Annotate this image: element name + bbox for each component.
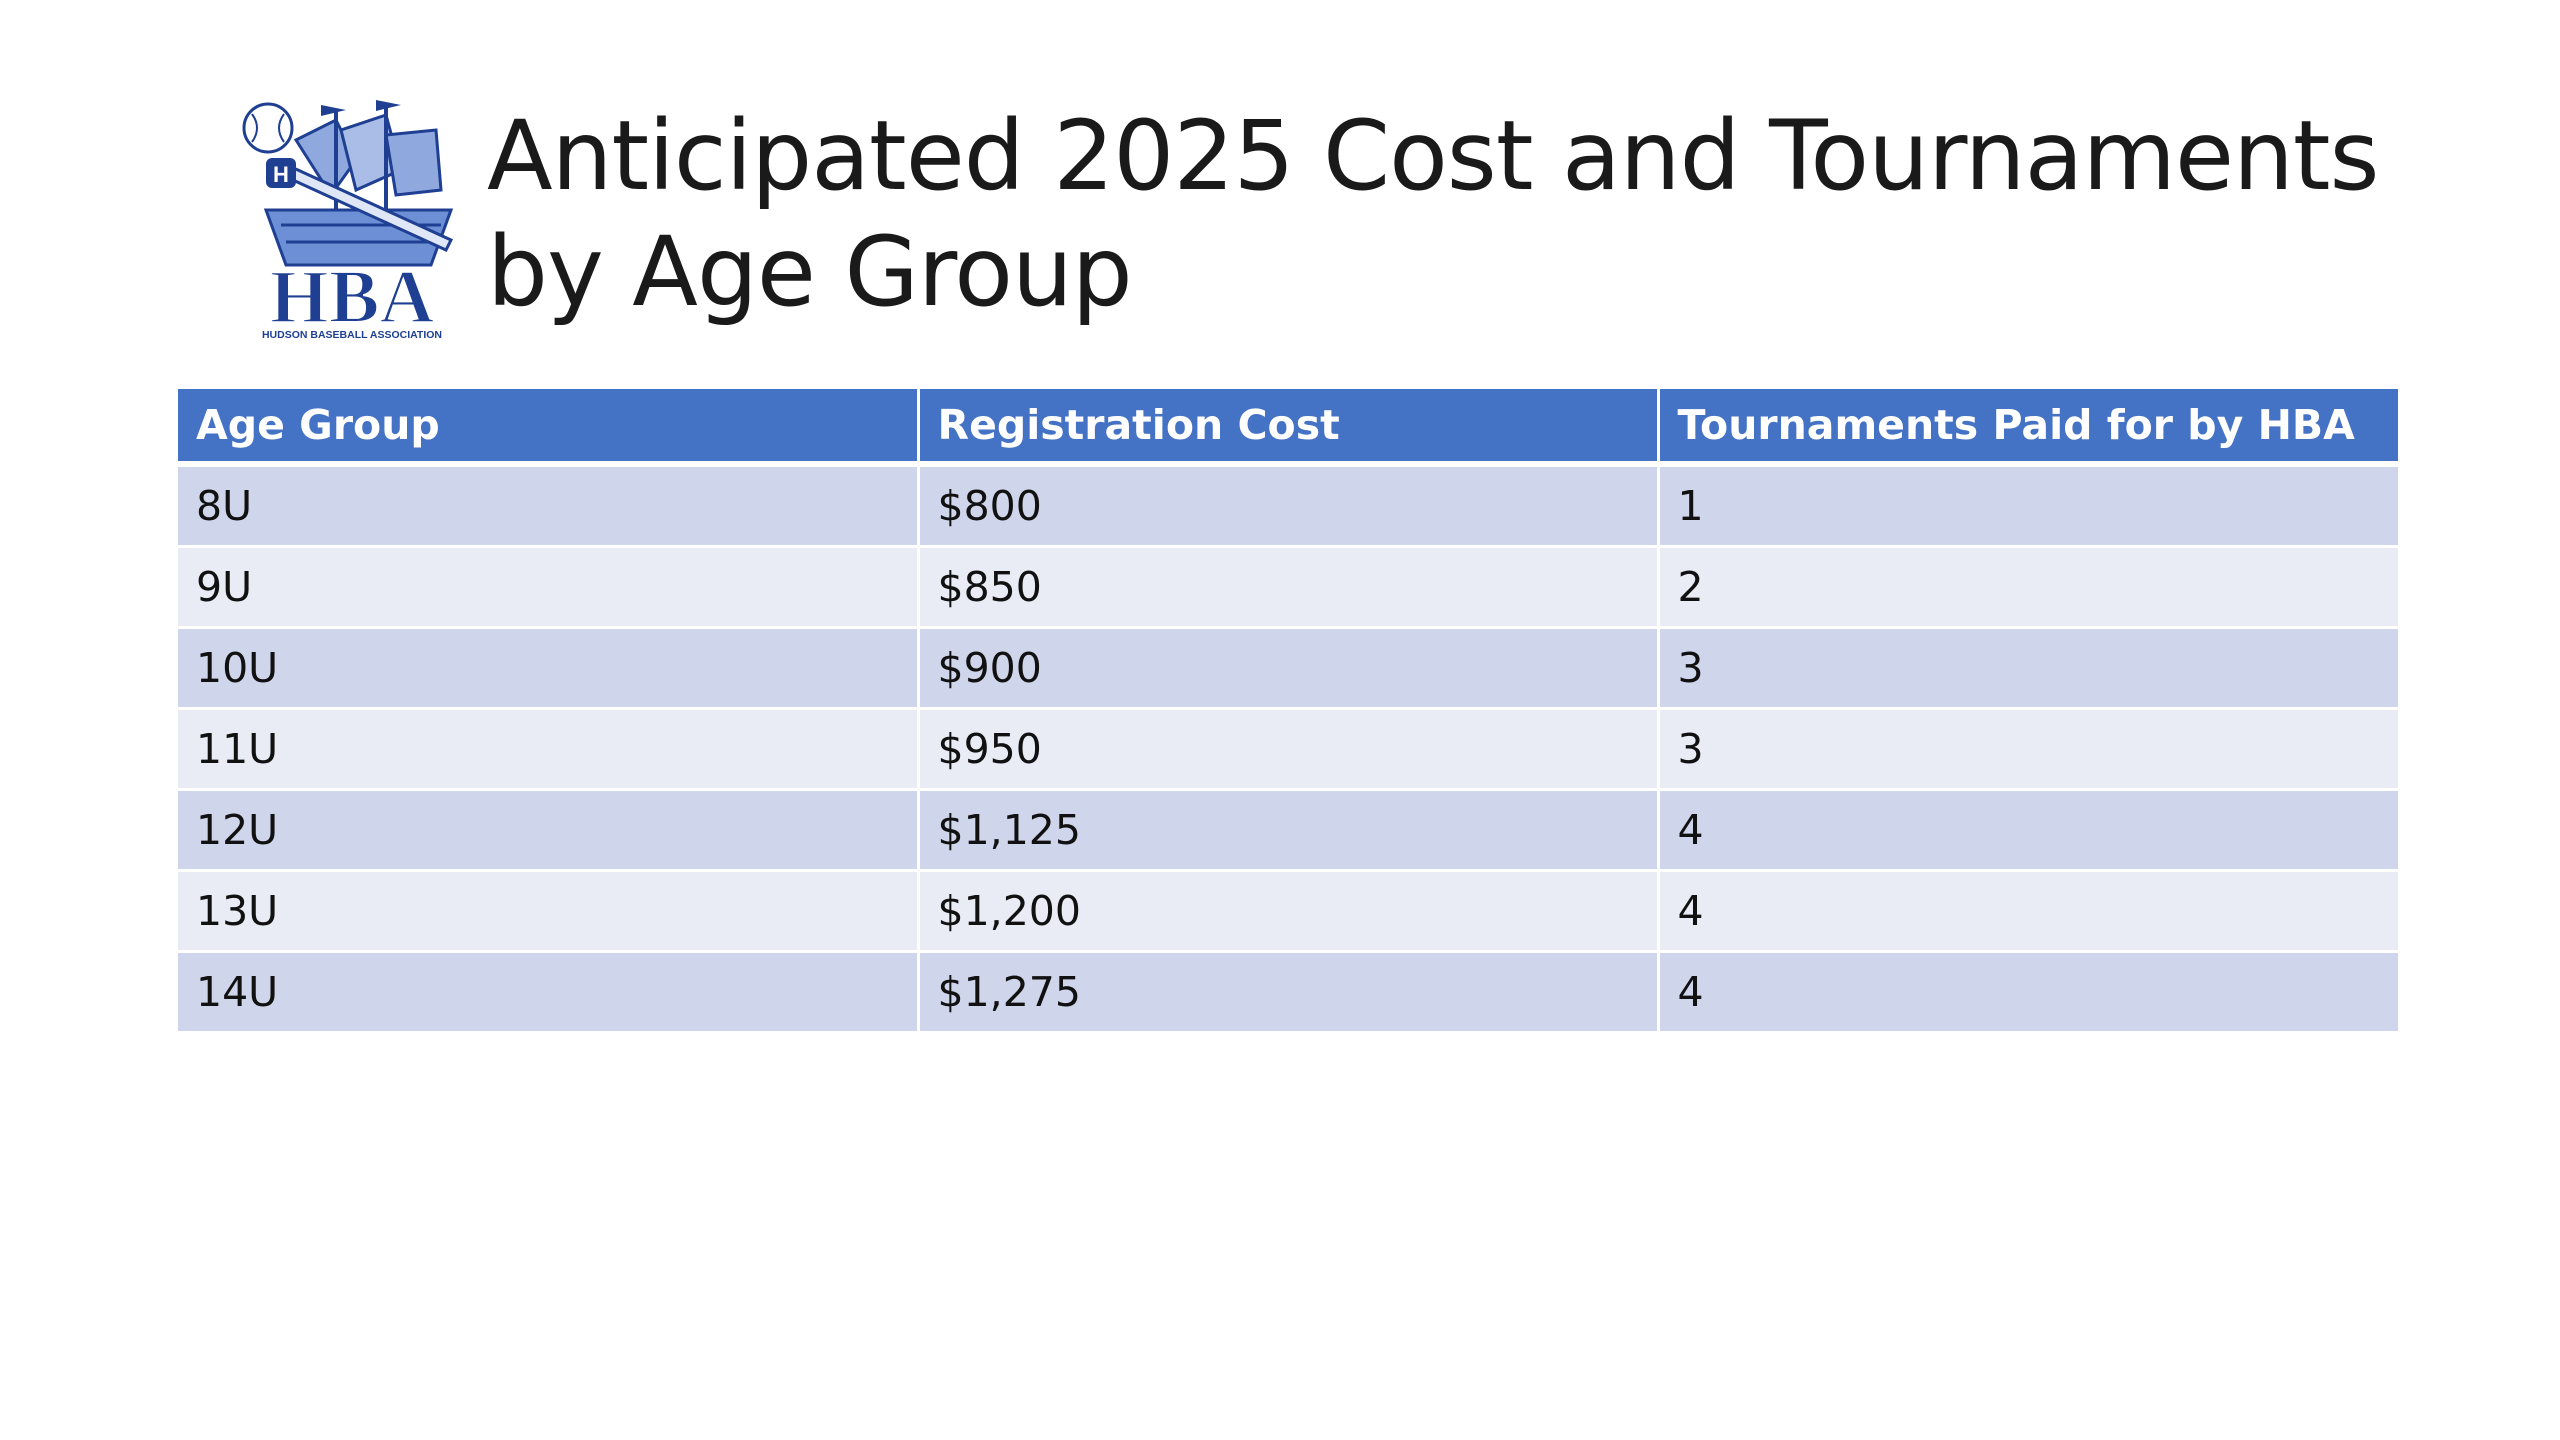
cell-tournaments: 4 bbox=[1656, 788, 2398, 872]
cell-tournaments: 3 bbox=[1656, 626, 2398, 710]
page-title: Anticipated 2025 Cost and Tournaments by… bbox=[487, 100, 2380, 328]
header-tournaments: Tournaments Paid for by HBA bbox=[1656, 386, 2398, 467]
svg-text:HBA: HBA bbox=[270, 255, 435, 339]
table-row: 8U $800 1 bbox=[178, 462, 2398, 548]
cell-registration-cost: $850 bbox=[916, 545, 1660, 629]
cell-age-group: 9U bbox=[178, 545, 920, 629]
cell-registration-cost: $1,125 bbox=[916, 788, 1660, 872]
table-row: 12U $1,125 4 bbox=[178, 788, 2398, 872]
cell-age-group: 10U bbox=[178, 626, 920, 710]
cell-registration-cost: $1,275 bbox=[916, 950, 1660, 1034]
table-header-row: Age Group Registration Cost Tournaments … bbox=[178, 386, 2398, 467]
hba-ship-logo-icon: H HBA HUDSON BASEBALL ASSOCIATION bbox=[242, 100, 454, 340]
header-age-group: Age Group bbox=[178, 386, 920, 467]
cell-registration-cost: $800 bbox=[916, 462, 1660, 548]
cell-registration-cost: $1,200 bbox=[916, 869, 1660, 953]
table-row: 14U $1,275 4 bbox=[178, 950, 2398, 1034]
table-row: 9U $850 2 bbox=[178, 545, 2398, 629]
cell-age-group: 11U bbox=[178, 707, 920, 791]
table-row: 11U $950 3 bbox=[178, 707, 2398, 791]
cell-registration-cost: $900 bbox=[916, 626, 1660, 710]
cell-age-group: 8U bbox=[178, 462, 920, 548]
svg-text:HUDSON BASEBALL ASSOCIATION: HUDSON BASEBALL ASSOCIATION bbox=[262, 329, 442, 340]
svg-text:H: H bbox=[273, 162, 289, 187]
cell-registration-cost: $950 bbox=[916, 707, 1660, 791]
cell-age-group: 13U bbox=[178, 869, 920, 953]
cell-tournaments: 1 bbox=[1656, 462, 2398, 548]
cell-age-group: 12U bbox=[178, 788, 920, 872]
header-registration-cost: Registration Cost bbox=[916, 386, 1660, 467]
cell-tournaments: 4 bbox=[1656, 869, 2398, 953]
cost-table: Age Group Registration Cost Tournaments … bbox=[178, 386, 2398, 1034]
cell-tournaments: 4 bbox=[1656, 950, 2398, 1034]
cell-tournaments: 3 bbox=[1656, 707, 2398, 791]
table-row: 10U $900 3 bbox=[178, 626, 2398, 710]
cell-tournaments: 2 bbox=[1656, 545, 2398, 629]
table-row: 13U $1,200 4 bbox=[178, 869, 2398, 953]
cell-age-group: 14U bbox=[178, 950, 920, 1034]
